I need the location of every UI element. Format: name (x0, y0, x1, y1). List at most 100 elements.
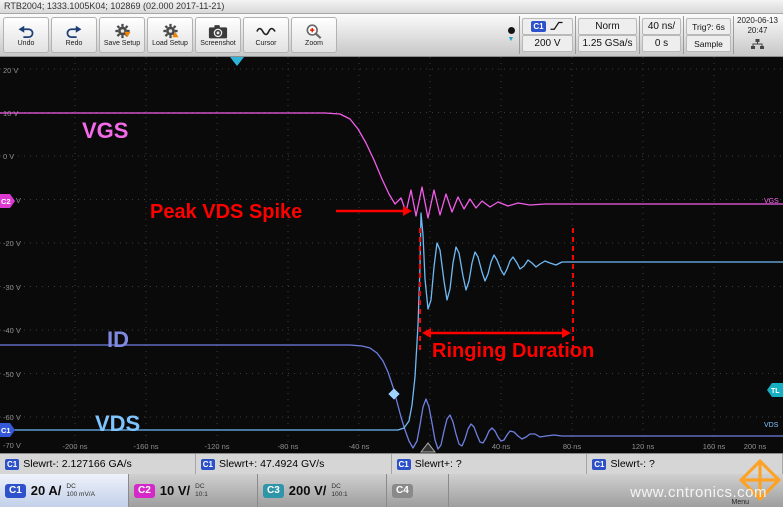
datetime-cell: 2020-06-13 20:47 (733, 16, 781, 54)
channel-c2-badge: C2 (134, 483, 155, 498)
scope-display-area: 20 V10 V0 V-10 V-20 V-30 V-40 V-50 V-60 … (0, 57, 783, 453)
scope-display: 20 V10 V0 V-10 V-20 V-30 V-40 V-50 V-60 … (0, 57, 783, 453)
undo-label: Undo (17, 40, 35, 47)
channel-c1[interactable]: C1 20 A/ DC 100 mV/A (0, 474, 129, 507)
channel-c2[interactable]: C2 10 V/ DC 10:1 (129, 474, 258, 507)
trigger-level-marker-label: TL (771, 388, 780, 395)
channel-c2-probe: 10:1 (195, 490, 208, 498)
undo-button[interactable]: Undo (3, 17, 49, 53)
trigger-source-badge: C1 (531, 21, 546, 32)
channel-marker-c2-label: C2 (1, 197, 11, 206)
channel-c3[interactable]: C3 200 V/ DC 100:1 (258, 474, 387, 507)
trigger-status-cell[interactable]: Trig?: 6s Sample (683, 16, 733, 54)
acquisition-mode-value: Sample (686, 35, 731, 52)
measurement-bar: C1 Slewrt-: 2.127166 GA/s C1 Slewrt+: 47… (0, 453, 783, 474)
chevron-down-icon: ▼ (507, 36, 515, 43)
redo-label: Redo (65, 40, 83, 47)
time-axis-label: 40 ns (492, 442, 511, 451)
sample-rate-value: 1.25 GSa/s (578, 35, 637, 52)
trigger-position-marker[interactable] (230, 57, 244, 66)
time-axis-label: -80 ns (278, 442, 299, 451)
measurement-1[interactable]: C1 Slewrt-: 2.127166 GA/s (0, 454, 196, 474)
measurement-3-text: Slewrt+: ? (414, 458, 462, 470)
waveform-vds (0, 212, 783, 431)
status-panel: C1 200 V Norm 1.25 GSa/s 40 ns/ 0 s Trig… (519, 16, 781, 54)
trigger-mode-value: Norm (578, 18, 637, 35)
channel-c2-coupling: DC (195, 482, 205, 490)
trigger-level-marker[interactable] (767, 383, 783, 397)
toolbar-collapse-control[interactable]: ▼ (503, 15, 519, 55)
horizontal-position-value: 0 s (642, 35, 681, 52)
save-setup-gear-icon (114, 23, 131, 39)
watermark-text: www.cntronics.com (630, 484, 767, 501)
timebase-value: 40 ns/ (642, 18, 681, 35)
menu-button[interactable]: Menu (731, 499, 749, 506)
load-setup-label: Load Setup (152, 40, 188, 47)
redo-button[interactable]: Redo (51, 17, 97, 53)
toolbar: Undo Redo Save Setup Load Setup Screensh… (0, 14, 783, 57)
toolbar-spacer (338, 15, 503, 55)
camera-icon (208, 23, 228, 39)
save-setup-label: Save Setup (103, 40, 141, 47)
time-axis-label: 160 ns (703, 442, 726, 451)
channel-marker-c2[interactable] (0, 194, 15, 208)
waveform-vgs (0, 112, 783, 219)
channel-marker-c1[interactable] (0, 423, 15, 437)
volt-axis-label: -60 V (3, 413, 21, 422)
load-setup-gear-icon (162, 23, 179, 39)
volt-axis-label: 0 V (3, 152, 14, 161)
trigger-slope-icon (549, 20, 564, 34)
cursor-button[interactable]: Cursor (243, 17, 289, 53)
title-bar: RTB2004; 1333.1005K04; 102869 (02.000 20… (0, 0, 783, 14)
cntronics-logo (738, 458, 782, 506)
time-axis-label: 80 ns (563, 442, 582, 451)
screenshot-label: Screenshot (200, 40, 236, 47)
waveform-id (0, 344, 783, 450)
annotation-ringing-arrowhead-right (562, 328, 571, 338)
annotation-ringing-arrowhead-left (422, 328, 431, 338)
save-setup-button[interactable]: Save Setup (99, 17, 145, 53)
channel-c3-scale: 200 V/ (288, 483, 327, 498)
edge-label-vgs: VGS (764, 198, 779, 205)
channel-c1-probe: 100 mV/A (66, 490, 95, 498)
undo-icon (17, 23, 35, 39)
time-value: 20:47 (747, 26, 768, 35)
trigger-settings-cell[interactable]: C1 200 V (519, 16, 575, 54)
time-axis-label: 200 ns (744, 442, 767, 451)
zoom-icon (305, 23, 323, 39)
reference-position-marker[interactable] (419, 442, 437, 453)
channel-c4-badge: C4 (392, 483, 413, 498)
time-axis-label: -40 ns (349, 442, 370, 451)
trace-label-vgs: VGS (82, 118, 128, 143)
volt-axis-label: -40 V (3, 326, 21, 335)
indicator-dot-icon (507, 27, 515, 34)
screenshot-button[interactable]: Screenshot (195, 17, 241, 53)
measurement-2[interactable]: C1 Slewrt+: 47.4924 GV/s (196, 454, 392, 474)
measurement-1-source-badge: C1 (5, 458, 20, 470)
trace-label-id: ID (107, 327, 129, 352)
measurement-2-source-badge: C1 (200, 458, 215, 470)
volt-axis-label: -50 V (3, 370, 21, 379)
zoom-label: Zoom (305, 40, 323, 47)
channel-c4[interactable]: C4 (387, 474, 449, 507)
time-axis-label: -200 ns (62, 442, 87, 451)
channel-c1-badge: C1 (5, 483, 26, 498)
measurement-3[interactable]: C1 Slewrt+: ? (392, 454, 588, 474)
trigger-point-diamond (388, 388, 400, 400)
zoom-button[interactable]: Zoom (291, 17, 337, 53)
measurement-4-source-badge: C1 (592, 458, 607, 470)
channel-c1-coupling: DC (66, 482, 76, 490)
annotation-peak-label: Peak VDS Spike (150, 201, 302, 223)
timebase-cell[interactable]: 40 ns/ 0 s (639, 16, 683, 54)
channel-c3-coupling: DC (331, 482, 341, 490)
annotation-peak-arrowhead (403, 206, 412, 216)
volt-axis-label: 20 V (3, 66, 18, 75)
acquisition-cell[interactable]: Norm 1.25 GSa/s (575, 16, 639, 54)
date-value: 2020-06-13 (737, 15, 778, 25)
cursor-label: Cursor (255, 40, 277, 47)
load-setup-button[interactable]: Load Setup (147, 17, 193, 53)
channel-c3-probe: 100:1 (331, 490, 348, 498)
time-axis-label: -160 ns (133, 442, 158, 451)
network-icon (751, 36, 764, 54)
